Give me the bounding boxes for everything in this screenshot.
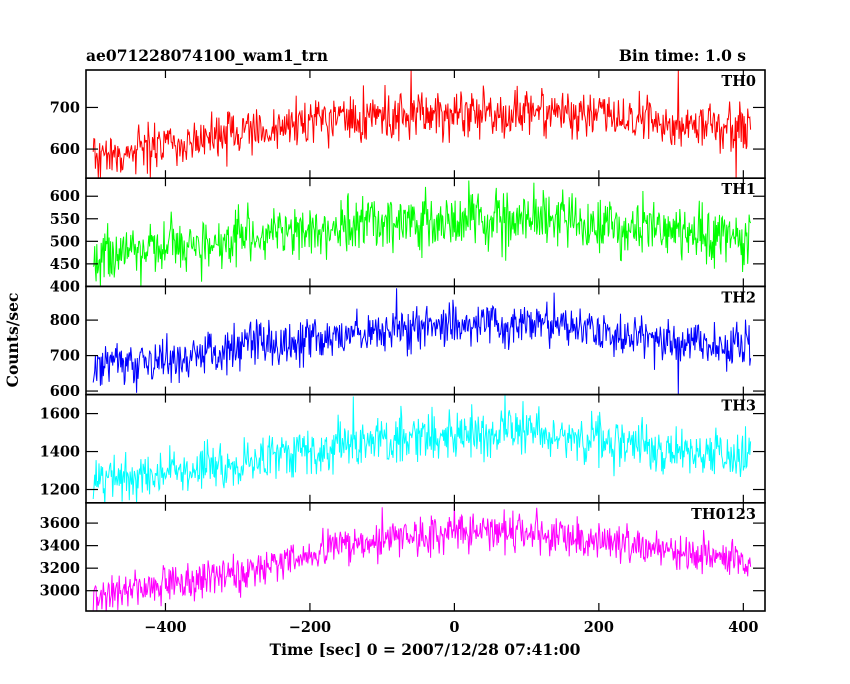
panel-th3: 1200 1400 1600 TH3: [40, 393, 766, 504]
bin-time-label: Bin time: 1.0 s: [619, 46, 746, 65]
y-tick-label: 1200: [40, 482, 80, 499]
y-tick-label: 1600: [40, 406, 80, 423]
y-tick-label: 1400: [40, 444, 80, 461]
y-tick-label: 800: [50, 312, 80, 329]
x-tick-label: 200: [584, 619, 614, 636]
panel-th0123: 3000 3200 3400 3600 TH0123: [40, 501, 766, 612]
x-axis-label: Time [sec] 0 = 2007/12/28 07:41:00: [270, 640, 581, 659]
panel-name-th2: TH2: [721, 289, 756, 306]
panels-group: 600 700 TH0 400 450 500 550 600 TH1 600 700 800 TH2 1…: [40, 69, 766, 636]
y-axis-label: Counts/sec: [3, 293, 22, 388]
series-line-th2: [92, 288, 752, 395]
y-tick-label: 3400: [40, 538, 80, 555]
panel-th0: 600 700 TH0: [50, 69, 766, 179]
panel-name-th1: TH1: [721, 181, 756, 198]
x-tick-label: −400: [144, 619, 186, 636]
panel-frame: [85, 501, 766, 612]
x-tick-label: 400: [728, 619, 758, 636]
y-tick-label: 550: [50, 211, 80, 228]
series-line-th3: [92, 395, 752, 503]
chart-title: ae071228074100_wam1_trn: [86, 46, 328, 65]
x-tick-label: 0: [449, 619, 459, 636]
panel-name-th3: TH3: [721, 398, 756, 415]
y-tick-label: 3000: [40, 583, 80, 600]
y-tick-label: 700: [50, 99, 80, 116]
y-tick-label: 450: [50, 256, 80, 273]
series-line-th0: [92, 70, 752, 179]
y-tick-label: 600: [50, 188, 80, 205]
y-tick-label: 600: [50, 141, 80, 158]
panel-th1: 400 450 500 550 600 TH1: [50, 177, 766, 295]
series-line-th0123: [92, 503, 752, 611]
series-line-th1: [92, 180, 752, 287]
y-tick-label: 3600: [40, 515, 80, 532]
y-tick-label: 400: [50, 278, 80, 295]
y-tick-label: 600: [50, 383, 80, 400]
panel-name-th0: TH0: [721, 73, 756, 90]
y-tick-label: 500: [50, 233, 80, 250]
panel-th2: 600 700 800 TH2: [50, 285, 766, 400]
panel-name-th0123: TH0123: [691, 506, 756, 523]
x-tick-label: −200: [289, 619, 331, 636]
y-tick-label: 3200: [40, 560, 80, 577]
y-tick-label: 700: [50, 348, 80, 365]
